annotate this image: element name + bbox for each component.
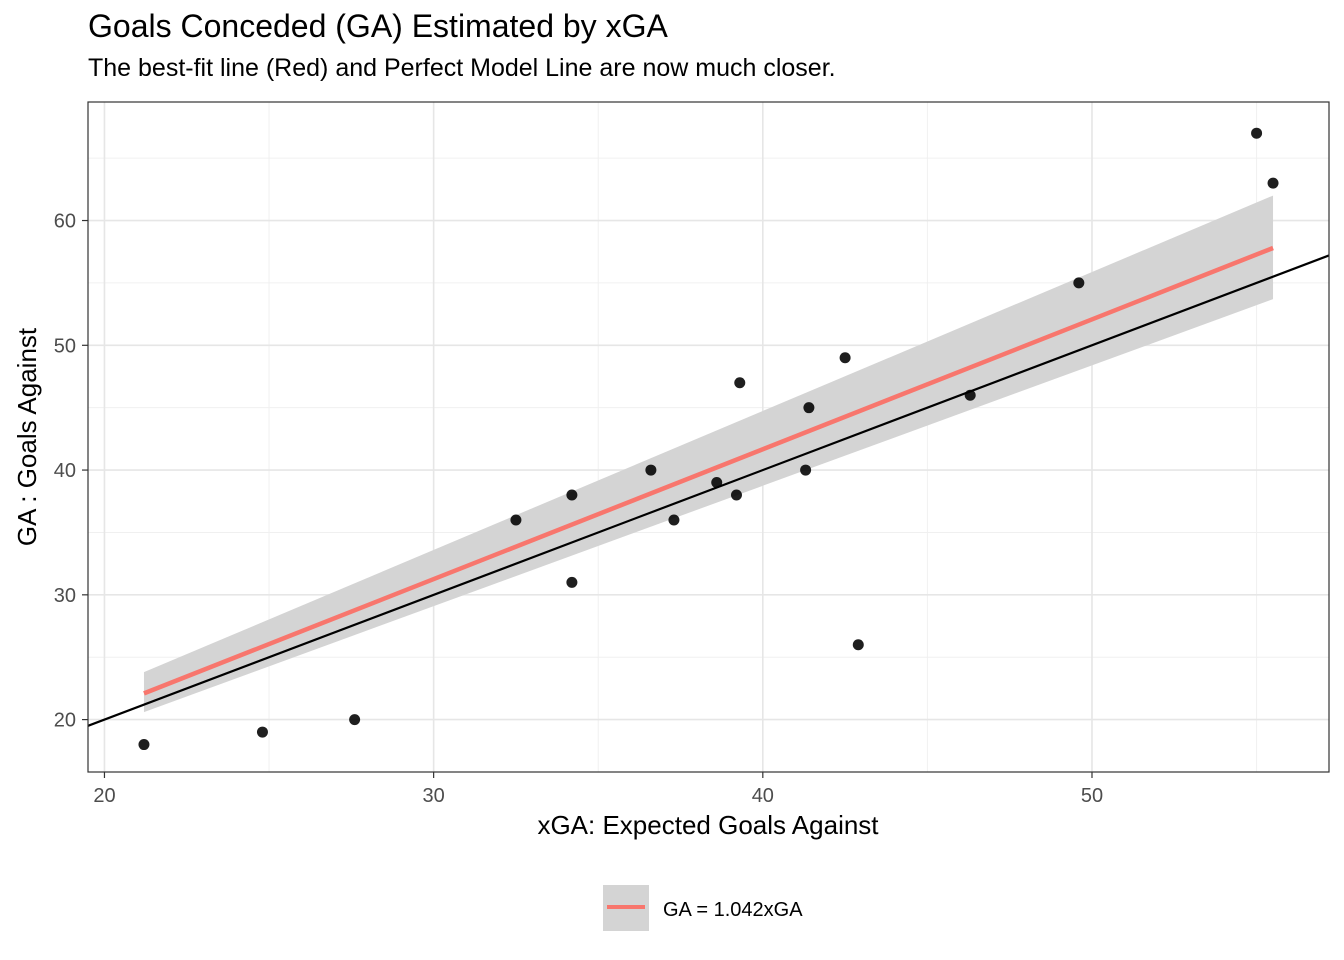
data-point bbox=[349, 714, 361, 726]
data-point bbox=[668, 514, 680, 526]
data-point bbox=[964, 389, 976, 401]
data-point bbox=[800, 464, 812, 476]
legend: GA = 1.042xGA bbox=[603, 885, 803, 931]
y-tick-label: 50 bbox=[54, 335, 76, 357]
y-axis: 20 30 40 50 60 bbox=[54, 211, 88, 732]
data-point bbox=[138, 739, 150, 751]
y-tick-label: 40 bbox=[54, 460, 76, 482]
plot-layer bbox=[88, 127, 1329, 751]
x-axis: 20 30 40 50 bbox=[93, 772, 1103, 807]
minor-gridlines bbox=[88, 102, 1329, 772]
x-tick-label: 40 bbox=[752, 785, 774, 807]
x-tick-label: 30 bbox=[423, 785, 445, 807]
data-point bbox=[256, 726, 268, 738]
y-tick-label: 60 bbox=[54, 211, 76, 233]
data-point bbox=[852, 639, 864, 651]
perfect-model-line bbox=[88, 254, 1329, 727]
y-tick-label: 30 bbox=[54, 585, 76, 607]
data-point bbox=[711, 477, 723, 489]
data-point bbox=[803, 402, 815, 414]
x-tick-label: 20 bbox=[93, 785, 115, 807]
data-point bbox=[566, 576, 578, 588]
chart-subtitle: The best-fit line (Red) and Perfect Mode… bbox=[88, 54, 836, 82]
data-point bbox=[734, 377, 746, 389]
data-point bbox=[566, 489, 578, 501]
y-tick-label: 20 bbox=[54, 710, 76, 732]
chart-title: Goals Conceded (GA) Estimated by xGA bbox=[88, 8, 668, 44]
x-tick-label: 50 bbox=[1081, 785, 1103, 807]
y-axis-title: GA : Goals Against bbox=[12, 327, 42, 546]
panel-border bbox=[87, 101, 1330, 773]
legend-label: GA = 1.042xGA bbox=[663, 899, 803, 921]
data-point bbox=[1251, 127, 1263, 139]
data-point bbox=[1073, 277, 1085, 289]
best-fit-line bbox=[143, 245, 1274, 696]
data-point bbox=[730, 489, 742, 501]
x-axis-title: xGA: Expected Goals Against bbox=[537, 810, 879, 840]
data-point bbox=[645, 464, 657, 476]
data-point bbox=[839, 352, 851, 364]
data-point bbox=[1267, 177, 1279, 189]
data-point bbox=[510, 514, 522, 526]
